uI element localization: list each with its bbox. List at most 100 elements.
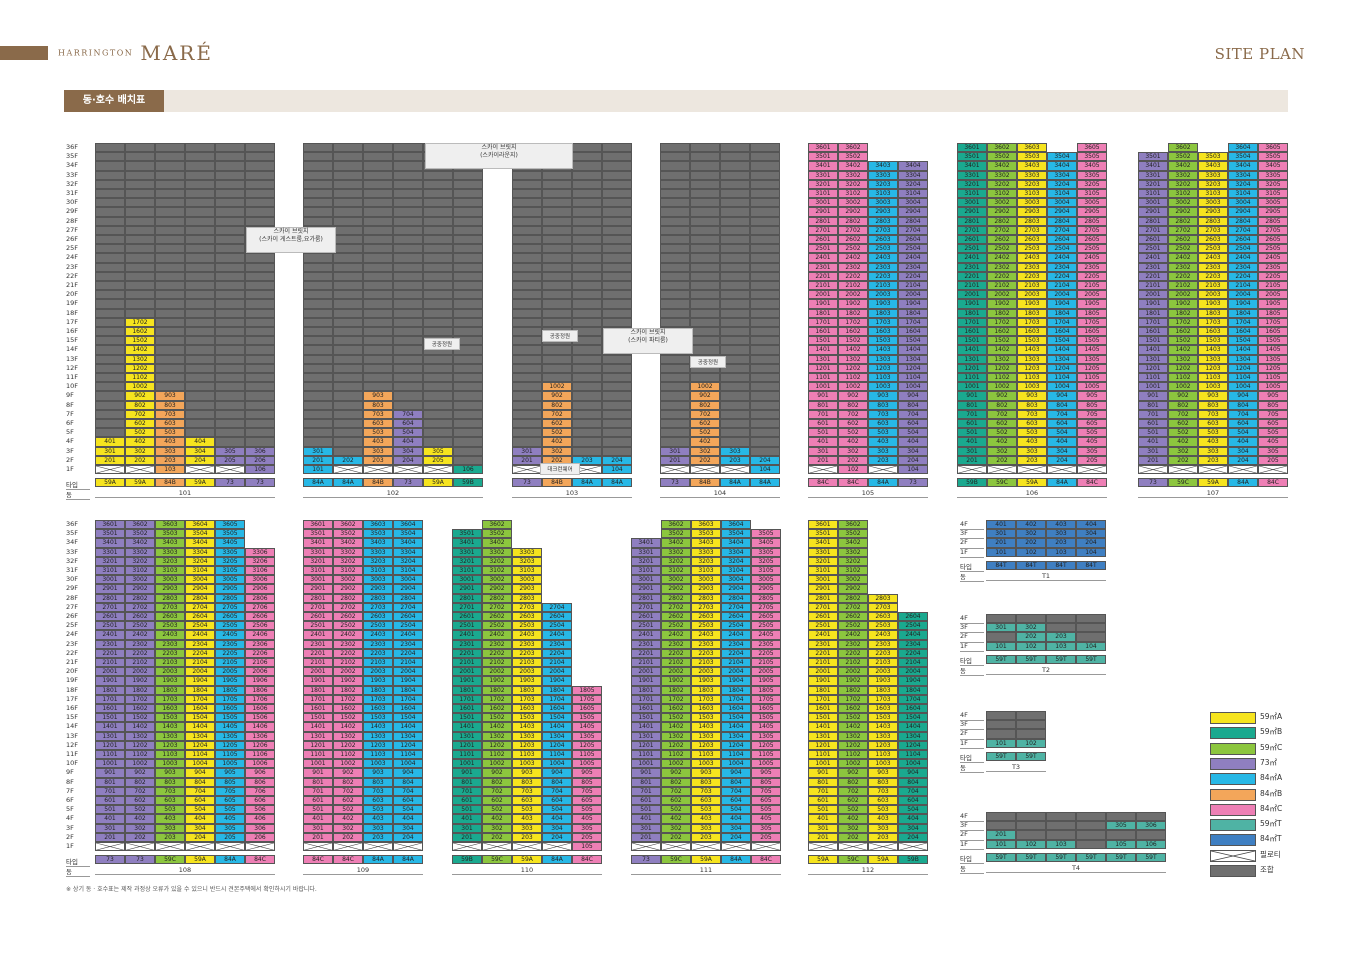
unit-cell[interactable]: 1102 (333, 750, 363, 760)
unit-cell[interactable]: 904 (898, 768, 928, 778)
unit-cell[interactable]: 703 (1017, 409, 1047, 419)
unit-cell[interactable]: 2701 (1138, 225, 1168, 235)
unit-cell[interactable]: 2602 (987, 235, 1017, 245)
unit-cell[interactable]: 1802 (838, 685, 868, 695)
unit-cell[interactable]: 2504 (185, 621, 215, 631)
unit-cell[interactable]: 903 (512, 768, 542, 778)
unit-cell[interactable]: 801 (303, 777, 333, 787)
unit-cell[interactable]: 204 (750, 455, 780, 465)
unit-cell[interactable]: 3401 (95, 538, 125, 548)
unit-cell[interactable]: 1402 (125, 345, 155, 355)
unit-cell[interactable]: 1002 (838, 759, 868, 769)
unit-cell[interactable]: 305 (215, 823, 245, 833)
unit-cell[interactable]: 3105 (215, 566, 245, 576)
unit-cell[interactable]: 1001 (808, 759, 838, 769)
unit-cell[interactable]: 3503 (363, 529, 393, 539)
unit-cell[interactable]: 2201 (808, 271, 838, 281)
unit-cell[interactable]: 2604 (898, 235, 928, 245)
unit-cell[interactable]: 904 (1228, 391, 1258, 401)
unit-cell[interactable]: 3104 (721, 566, 751, 576)
unit-cell[interactable]: 902 (1168, 391, 1198, 401)
unit-cell[interactable]: 3504 (721, 529, 751, 539)
unit-cell[interactable]: 1201 (95, 740, 125, 750)
unit-cell[interactable]: 2102 (125, 658, 155, 668)
unit-cell[interactable]: 302 (1016, 623, 1046, 633)
unit-cell[interactable]: 1301 (1138, 354, 1168, 364)
unit-cell[interactable]: 1304 (185, 731, 215, 741)
unit-cell[interactable]: 506 (245, 805, 275, 815)
unit-cell[interactable]: 805 (1077, 400, 1107, 410)
unit-cell[interactable]: 902 (125, 391, 155, 401)
unit-cell[interactable]: 201 (631, 832, 661, 842)
unit-cell[interactable]: 404 (721, 814, 751, 824)
unit-cell[interactable]: 301 (957, 446, 987, 456)
unit-cell[interactable]: 3304 (1228, 170, 1258, 180)
unit-cell[interactable]: 303 (155, 823, 185, 833)
unit-cell[interactable]: 203 (512, 832, 542, 842)
unit-cell[interactable]: 3201 (631, 556, 661, 566)
unit-cell[interactable]: 2301 (452, 639, 482, 649)
unit-cell[interactable]: 1401 (957, 345, 987, 355)
unit-cell[interactable]: 704 (542, 786, 572, 796)
unit-cell[interactable]: 3001 (808, 575, 838, 585)
unit-cell[interactable]: 1405 (572, 722, 602, 732)
unit-cell[interactable]: 3203 (155, 556, 185, 566)
unit-cell[interactable]: 204 (185, 832, 215, 842)
unit-cell[interactable]: 3003 (1198, 198, 1228, 208)
unit-cell[interactable]: 203 (155, 832, 185, 842)
unit-cell[interactable]: 206 (245, 455, 275, 465)
unit-cell[interactable]: 3602 (1168, 143, 1198, 153)
unit-cell[interactable]: 1304 (1228, 354, 1258, 364)
unit-cell[interactable]: 1002 (987, 382, 1017, 392)
unit-cell[interactable]: 402 (125, 437, 155, 447)
unit-cell[interactable]: 505 (215, 805, 245, 815)
unit-cell[interactable]: 606 (245, 796, 275, 806)
unit-cell[interactable]: 1103 (1017, 373, 1047, 383)
unit-cell[interactable]: 1702 (125, 694, 155, 704)
unit-cell[interactable]: 1402 (333, 722, 363, 732)
unit-cell[interactable]: 803 (868, 777, 898, 787)
unit-cell[interactable]: 2501 (957, 244, 987, 254)
unit-cell[interactable]: 905 (572, 768, 602, 778)
unit-cell[interactable]: 2605 (1258, 235, 1288, 245)
unit-cell[interactable]: 703 (363, 786, 393, 796)
unit-cell[interactable]: 1704 (393, 694, 423, 704)
unit-cell[interactable]: 1605 (1258, 327, 1288, 337)
unit-cell[interactable]: 3204 (721, 556, 751, 566)
unit-cell[interactable]: 1601 (957, 327, 987, 337)
unit-cell[interactable]: 2702 (125, 602, 155, 612)
unit-cell[interactable]: 3401 (303, 538, 333, 548)
unit-cell[interactable]: 1801 (957, 308, 987, 318)
unit-cell[interactable]: 2001 (1138, 290, 1168, 300)
unit-cell[interactable]: 304 (185, 823, 215, 833)
unit-cell[interactable]: 1703 (155, 694, 185, 704)
unit-cell[interactable]: 1904 (898, 299, 928, 309)
unit-cell[interactable]: 701 (631, 786, 661, 796)
unit-cell[interactable]: 3302 (987, 170, 1017, 180)
unit-cell[interactable]: 2803 (868, 593, 898, 603)
unit-cell[interactable]: 1604 (185, 704, 215, 714)
unit-cell[interactable]: 1103 (512, 750, 542, 760)
unit-cell[interactable]: 103 (155, 465, 185, 475)
unit-cell[interactable]: 802 (987, 400, 1017, 410)
unit-cell[interactable]: 501 (808, 805, 838, 815)
unit-cell[interactable]: 2703 (1198, 225, 1228, 235)
unit-cell[interactable]: 1704 (898, 694, 928, 704)
unit-cell[interactable]: 502 (838, 805, 868, 815)
unit-cell[interactable]: 2405 (1077, 253, 1107, 263)
unit-cell[interactable]: 604 (898, 796, 928, 806)
unit-cell[interactable]: 1803 (512, 685, 542, 695)
unit-cell[interactable]: 202 (482, 832, 512, 842)
unit-cell[interactable]: 2203 (363, 648, 393, 658)
unit-cell[interactable]: 3202 (482, 556, 512, 566)
unit-cell[interactable]: 1702 (838, 694, 868, 704)
unit-cell[interactable]: 3605 (215, 520, 245, 530)
unit-cell[interactable]: 1204 (1047, 363, 1077, 373)
unit-cell[interactable]: 3305 (1258, 170, 1288, 180)
unit-cell[interactable]: 3001 (631, 575, 661, 585)
unit-cell[interactable]: 603 (363, 419, 393, 429)
unit-cell[interactable]: 2704 (393, 602, 423, 612)
unit-cell[interactable]: 1203 (1017, 363, 1047, 373)
unit-cell[interactable]: 2503 (868, 244, 898, 254)
unit-cell[interactable]: 1904 (393, 676, 423, 686)
